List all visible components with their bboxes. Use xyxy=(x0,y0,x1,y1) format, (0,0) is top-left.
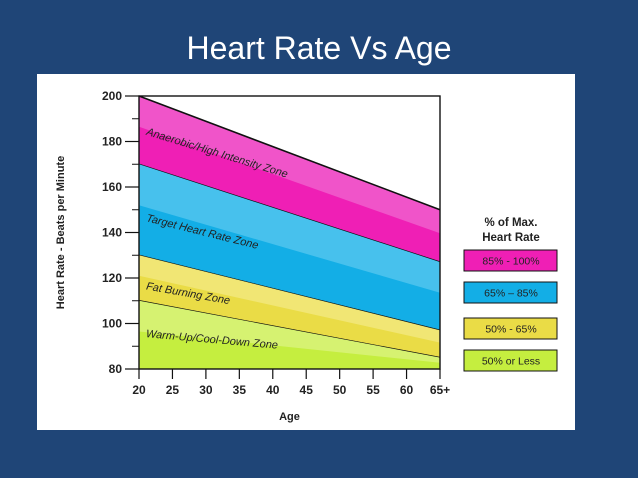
legend-label-1: 85% - 100% xyxy=(482,256,539,268)
y-tick-label: 180 xyxy=(102,135,122,149)
x-tick-label: 20 xyxy=(132,383,146,397)
legend-swatch-3 xyxy=(463,317,558,340)
x-tick-label: 50 xyxy=(333,383,347,397)
y-tick-label: 160 xyxy=(102,180,122,194)
x-tick-label: 35 xyxy=(233,383,247,397)
x-tick-label: 60 xyxy=(400,383,414,397)
y-tick-label: 120 xyxy=(102,271,122,285)
x-tick-label: 55 xyxy=(366,383,380,397)
slide-title: Heart Rate Vs Age xyxy=(186,30,452,66)
x-axis-title: Age xyxy=(279,411,300,423)
legend-swatch-4 xyxy=(463,349,558,372)
legend-swatch-1 xyxy=(463,249,558,272)
x-tick-label: 65+ xyxy=(430,383,450,397)
x-tick-label: 45 xyxy=(300,383,314,397)
legend-label-3: 50% - 65% xyxy=(485,324,536,336)
y-tick-label: 140 xyxy=(102,226,122,240)
x-tick-label: 40 xyxy=(266,383,280,397)
zone-highlight-4 xyxy=(139,300,440,363)
zone-highlight-3 xyxy=(139,255,440,343)
x-tick-label: 25 xyxy=(166,383,180,397)
legend-title-line1: % of Max. xyxy=(484,217,537,229)
legend-swatch-2 xyxy=(463,281,558,304)
zones-layer xyxy=(138,95,441,369)
chart-panel: Anaerobic/High Intensity Zone Target Hear… xyxy=(37,74,575,430)
zone-highlight-1 xyxy=(139,96,440,234)
max-heart-rate-line xyxy=(138,95,441,211)
legend-label-4: 50% or Less xyxy=(482,356,540,368)
axes-layer: 80 100 120 140 160 180 200 20 25 30 35 40 45 50 55 60 65… xyxy=(55,89,450,423)
zone-highlight-2 xyxy=(139,164,440,293)
legend-label-2: 65% – 85% xyxy=(484,288,538,300)
x-tick-label: 30 xyxy=(199,383,213,397)
y-tick-label: 200 xyxy=(102,89,122,103)
y-tick-label: 80 xyxy=(109,362,123,376)
y-axis-title: Heart Rate - Beats per Minute xyxy=(55,156,67,309)
y-tick-label: 100 xyxy=(102,317,122,331)
legend-layer: % of Max. Heart Rate 85% - 100% 65% – 85% 50… xyxy=(463,217,558,372)
legend-title-line2: Heart Rate xyxy=(482,232,540,244)
